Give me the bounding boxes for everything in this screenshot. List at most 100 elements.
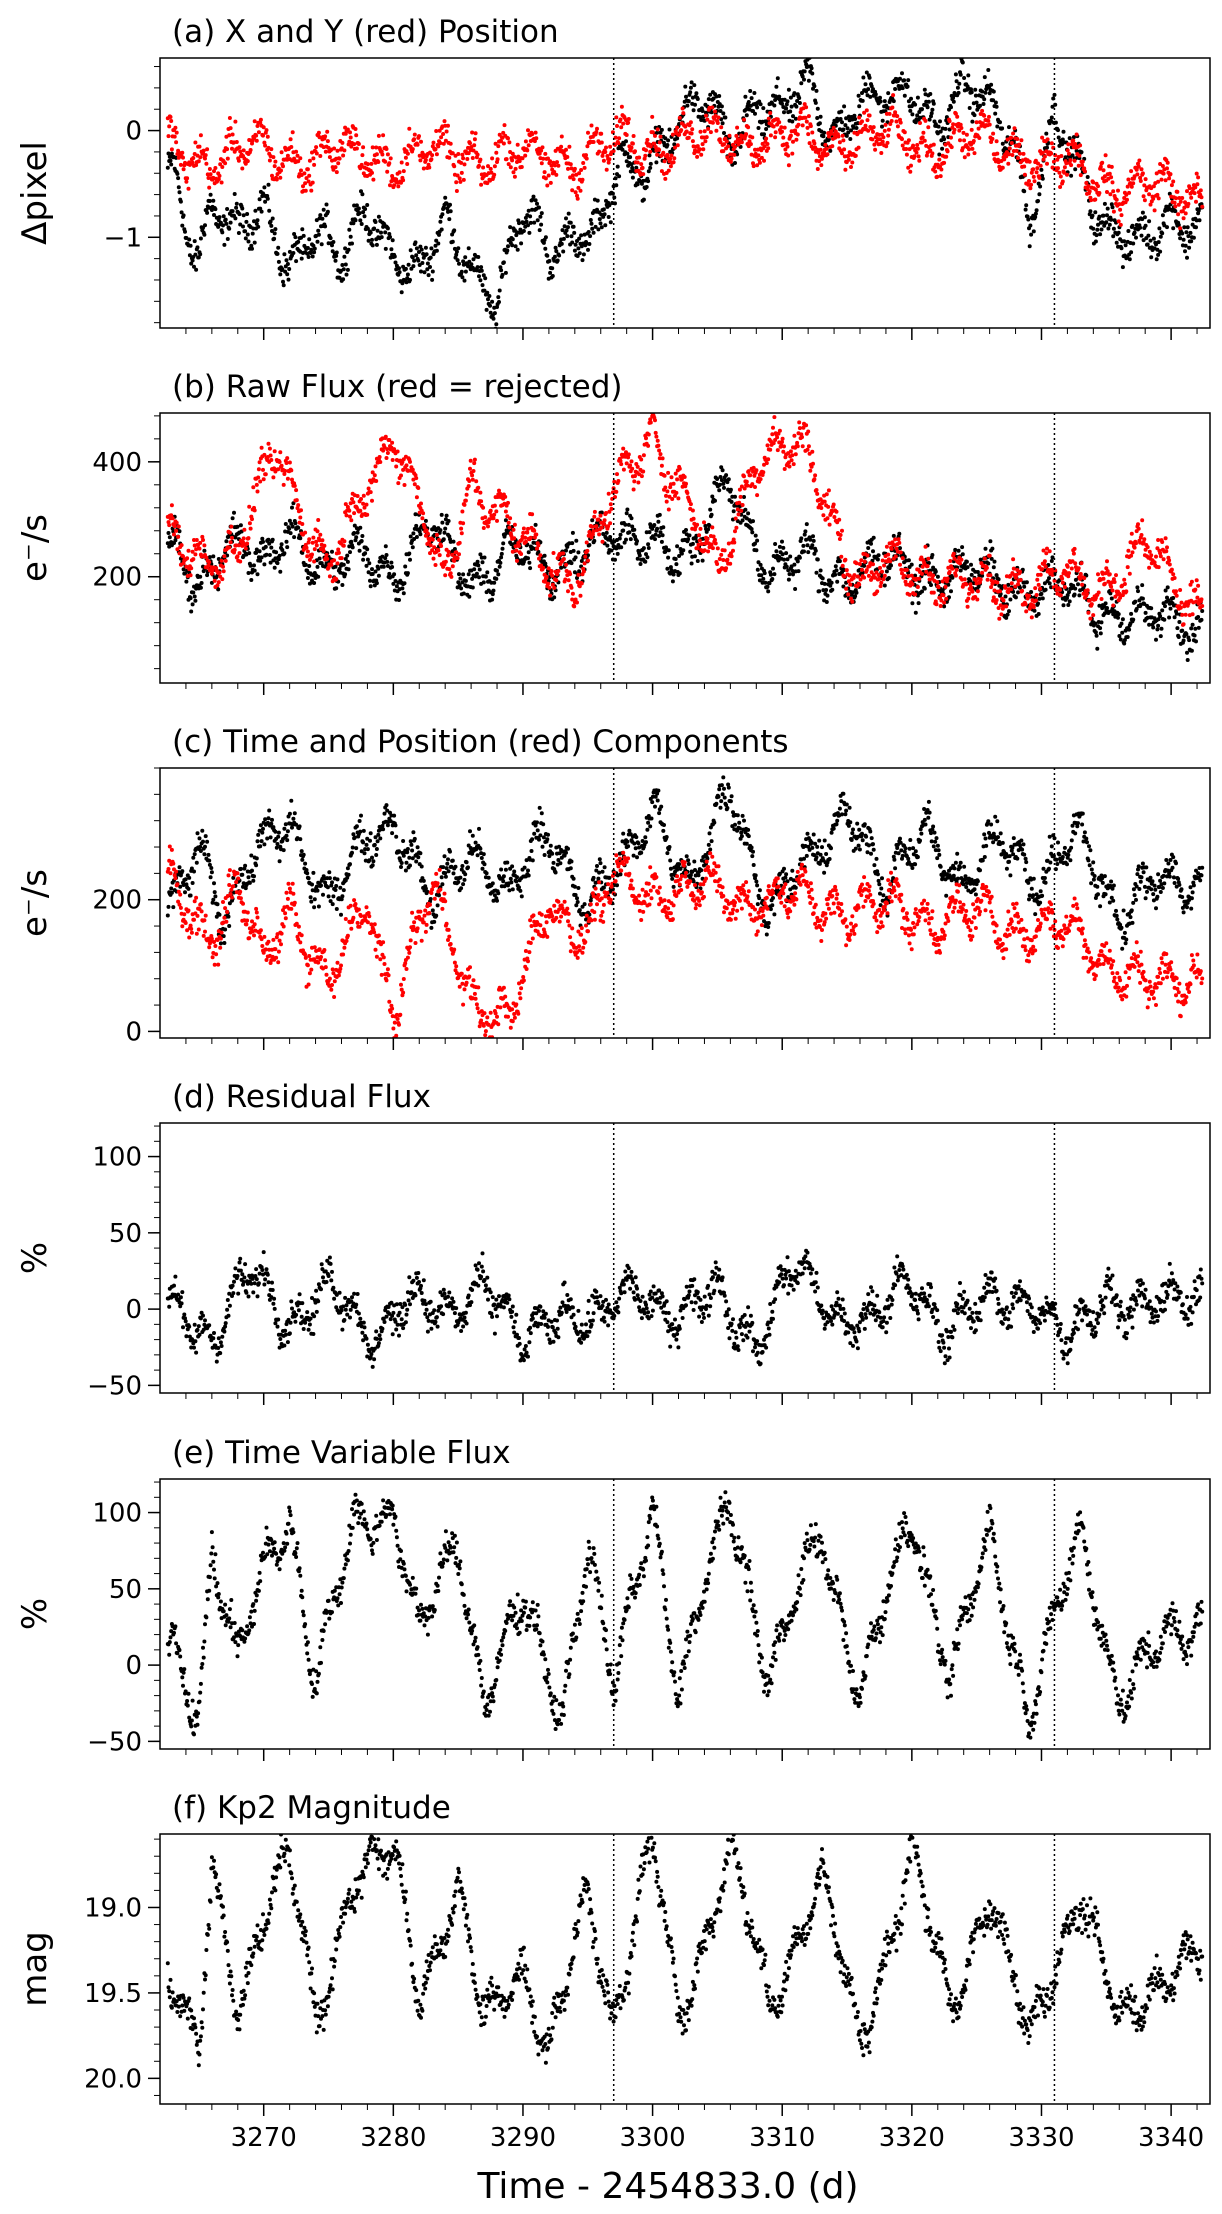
- data-point: [568, 175, 573, 180]
- data-point: [1049, 115, 1054, 120]
- data-point: [492, 164, 497, 169]
- data-point: [236, 543, 241, 548]
- data-point: [768, 572, 773, 577]
- data-point: [354, 203, 359, 208]
- data-point: [750, 530, 755, 535]
- data-point: [611, 149, 616, 153]
- data-point: [815, 147, 820, 152]
- data-point: [167, 154, 172, 159]
- data-point: [457, 261, 461, 266]
- data-point: [404, 463, 409, 468]
- data-point: [993, 111, 998, 116]
- data-point: [609, 548, 614, 553]
- data-point: [1116, 230, 1121, 235]
- data-point: [708, 92, 713, 97]
- data-point: [585, 144, 590, 149]
- data-point: [1028, 223, 1033, 228]
- data-point: [584, 153, 588, 158]
- data-point: [348, 514, 352, 519]
- data-point: [582, 165, 587, 170]
- data-point: [262, 452, 267, 457]
- data-point: [221, 564, 225, 569]
- data-point: [785, 99, 790, 104]
- data-point: [184, 179, 189, 184]
- data-point: [886, 133, 891, 138]
- data-point: [263, 143, 268, 148]
- data-point: [533, 130, 538, 135]
- data-point: [190, 549, 195, 554]
- data-point: [1107, 222, 1112, 227]
- data-point: [720, 121, 725, 126]
- data-point: [355, 494, 360, 498]
- data-point: [589, 221, 594, 226]
- data-point: [361, 501, 366, 506]
- data-point: [829, 129, 834, 134]
- data-point: [978, 103, 982, 108]
- data-point: [191, 156, 196, 160]
- data-point: [169, 151, 174, 156]
- data-point: [397, 266, 401, 271]
- data-point: [810, 130, 815, 135]
- data-point: [777, 120, 782, 125]
- data-point: [1194, 639, 1198, 644]
- data-point: [909, 96, 913, 101]
- data-point: [323, 564, 328, 569]
- data-point: [418, 158, 423, 163]
- data-point: [285, 272, 290, 277]
- data-point: [744, 107, 749, 112]
- data-point: [374, 581, 379, 586]
- data-point: [1125, 197, 1129, 202]
- data-point: [230, 516, 235, 521]
- data-point: [476, 563, 481, 568]
- data-point: [820, 156, 824, 161]
- data-point: [392, 254, 397, 259]
- data-point: [1114, 240, 1119, 245]
- data-point: [849, 128, 853, 133]
- data-point: [355, 530, 360, 535]
- data-point: [337, 275, 342, 280]
- data-point: [479, 265, 484, 270]
- data-point: [1088, 209, 1093, 214]
- data-point: [1120, 630, 1125, 635]
- data-point: [365, 512, 370, 517]
- data-point: [226, 534, 231, 539]
- data-point: [241, 224, 245, 229]
- data-point: [225, 237, 230, 241]
- data-point: [951, 99, 956, 104]
- data-point: [1139, 233, 1144, 238]
- data-point: [841, 584, 846, 589]
- data-point: [194, 163, 199, 168]
- data-point: [655, 152, 660, 157]
- data-point: [446, 549, 451, 554]
- data-point: [873, 92, 878, 97]
- data-point: [1101, 213, 1106, 218]
- data-point: [414, 523, 419, 528]
- data-point: [186, 548, 191, 553]
- data-point: [198, 540, 203, 545]
- data-point: [488, 310, 493, 315]
- data-point: [677, 571, 682, 576]
- data-point: [595, 198, 600, 203]
- data-point: [703, 523, 708, 528]
- data-point: [834, 568, 839, 573]
- data-point: [969, 562, 973, 567]
- data-point: [900, 143, 905, 148]
- data-point: [448, 141, 453, 146]
- data-point: [1131, 241, 1136, 246]
- data-point: [689, 80, 694, 85]
- data-point: [489, 170, 494, 175]
- data-point: [284, 258, 289, 263]
- data-point: [256, 475, 261, 480]
- data-point: [448, 209, 453, 214]
- data-point: [1189, 195, 1194, 200]
- data-point: [654, 160, 659, 165]
- data-point: [599, 140, 604, 145]
- data-point: [1181, 237, 1186, 242]
- data-point: [368, 490, 373, 495]
- data-point: [255, 124, 260, 128]
- data-point: [1090, 213, 1095, 218]
- data-point: [477, 575, 481, 580]
- data-point: [860, 98, 865, 103]
- data-point: [969, 90, 974, 95]
- data-point: [893, 87, 898, 91]
